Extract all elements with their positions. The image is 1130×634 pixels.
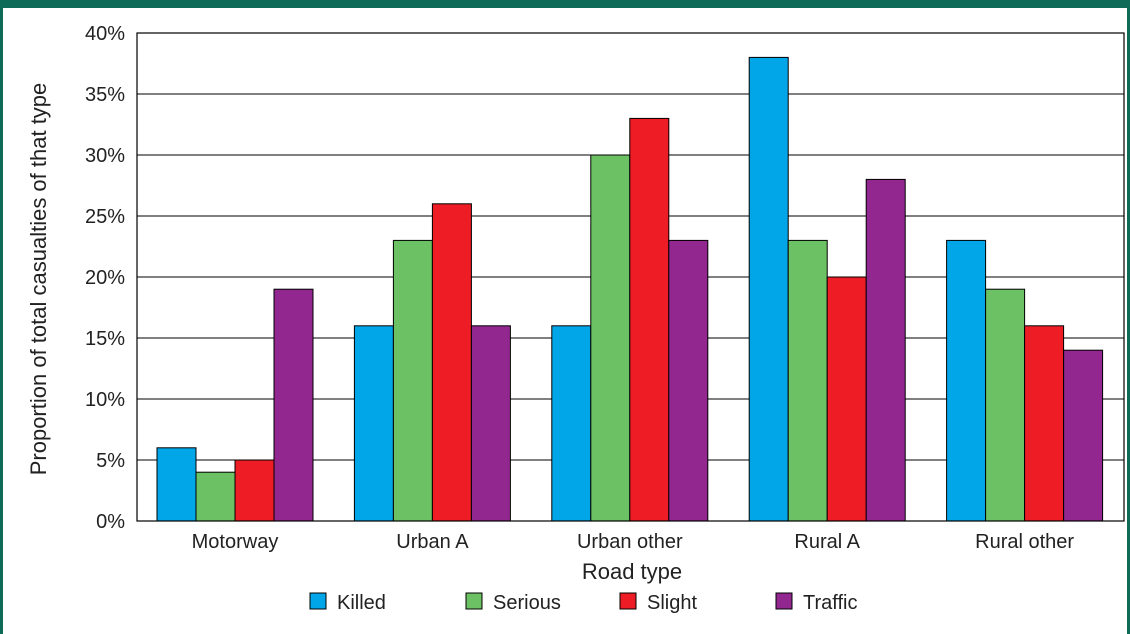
y-tick-label: 15%: [85, 328, 125, 350]
bar-slight-rural-other: [1024, 325, 1065, 522]
legend: Killed Serious Slight Traffic: [309, 592, 857, 614]
bar-slight-motorway: [234, 459, 275, 522]
bar-traffic-rural-a: [865, 178, 906, 522]
legend-swatch-killed: [309, 592, 327, 610]
legend-label-slight: Slight: [647, 592, 697, 614]
y-tick-label: 40%: [85, 23, 125, 45]
bar-traffic-urban-a: [470, 325, 511, 522]
legend-swatch-traffic: [775, 592, 793, 610]
bar-killed-urban-other: [551, 325, 592, 522]
bar-killed-motorway: [156, 447, 197, 522]
bar-serious-urban-a: [392, 239, 433, 522]
bar-serious-rural-other: [985, 288, 1026, 522]
x-tick-label: Motorway: [192, 531, 279, 553]
y-tick-label: 0%: [96, 511, 125, 533]
bar-slight-urban-other: [629, 117, 670, 522]
bar-killed-urban-a: [353, 325, 394, 522]
x-tick-label: Urban A: [396, 531, 469, 553]
y-tick-label: 20%: [85, 267, 125, 289]
bar-serious-urban-other: [590, 154, 631, 522]
legend-label-killed: Killed: [337, 592, 386, 614]
y-tick-label: 35%: [85, 84, 125, 106]
x-tick-label: Urban other: [577, 531, 683, 553]
x-axis-title: Road type: [582, 559, 682, 584]
legend-swatch-slight: [619, 592, 637, 610]
axes: [136, 32, 1125, 522]
legend-swatch-serious: [465, 592, 483, 610]
y-tick-label: 10%: [85, 389, 125, 411]
y-tick-labels: 0% 5% 10% 15% 20% 25% 30% 35% 40%: [85, 23, 125, 533]
bar-traffic-urban-other: [668, 239, 709, 522]
bar-serious-rural-a: [787, 239, 828, 522]
bar-traffic-motorway: [273, 288, 314, 522]
y-tick-label: 25%: [85, 206, 125, 228]
plot-border: [136, 32, 1125, 522]
bar-slight-urban-a: [431, 203, 472, 522]
bar-killed-rural-a: [748, 56, 789, 522]
x-tick-labels: Motorway Urban A Urban other Rural A Rural o…: [192, 531, 1075, 553]
bar-serious-motorway: [195, 471, 236, 522]
bar-traffic-rural-other: [1063, 349, 1104, 522]
y-axis-title: Proportion of total casualties of that t…: [26, 83, 51, 476]
y-tick-label: 5%: [96, 450, 125, 472]
legend-label-serious: Serious: [493, 592, 561, 614]
x-tick-label: Rural other: [975, 531, 1074, 553]
bar-killed-rural-other: [946, 239, 987, 522]
legend-label-traffic: Traffic: [803, 592, 857, 614]
x-tick-label: Rural A: [794, 531, 860, 553]
bar-slight-rural-a: [826, 276, 867, 522]
y-tick-label: 30%: [85, 145, 125, 167]
bars: [156, 56, 1104, 522]
